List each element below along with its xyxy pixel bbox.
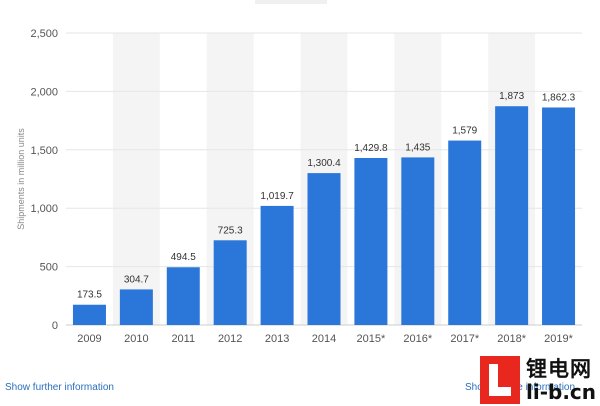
x-tick-label: 2017* [450, 333, 479, 345]
x-tick-label: 2009 [77, 333, 101, 345]
y-tick-label: 2,500 [30, 28, 58, 40]
data-label: 1,429.8 [354, 143, 388, 154]
x-tick-label: 2012 [218, 333, 242, 345]
y-tick-label: 2,000 [30, 86, 58, 98]
bar [260, 205, 294, 325]
data-label: 1,435 [405, 142, 430, 153]
bar [166, 267, 200, 325]
bar [213, 240, 247, 325]
y-axis-title: Shipments in million units [16, 128, 26, 230]
bar [401, 157, 435, 325]
data-label: 1,873 [499, 91, 524, 102]
bar [72, 304, 106, 325]
data-label: 494.5 [171, 252, 196, 263]
watermark-logo: 锂电网 li-b.cn [480, 355, 598, 405]
x-tick-label: 2015* [357, 333, 386, 345]
bar [119, 289, 153, 325]
bar [542, 107, 576, 325]
data-label: 1,300.4 [307, 158, 341, 169]
y-tick-label: 1,500 [30, 145, 58, 157]
watermark-domain: li-b.cn [526, 380, 597, 404]
bar [307, 173, 341, 325]
x-tick-label: 2011 [171, 333, 195, 345]
show-further-information-link[interactable]: Show further information [5, 382, 114, 393]
bar [448, 140, 482, 325]
bar [354, 157, 388, 325]
x-tick-label: 2014 [312, 333, 336, 345]
data-label: 1,019.7 [260, 191, 294, 202]
x-tick-label: 2016* [403, 333, 432, 345]
data-label: 1,579 [452, 126, 477, 137]
data-label: 1,862.3 [542, 92, 576, 103]
y-tick-label: 0 [52, 320, 58, 332]
y-tick-label: 1,000 [30, 203, 58, 215]
data-label: 725.3 [218, 225, 243, 236]
bar [495, 106, 529, 325]
show-source-information-link[interactable]: Show source information [465, 382, 576, 393]
top-tab-indicator [255, 0, 327, 4]
data-label: 304.7 [124, 274, 149, 285]
watermark-logo-icon [480, 356, 520, 404]
x-tick-label: 2010 [124, 333, 148, 345]
x-tick-label: 2013 [265, 333, 289, 345]
background-band [112, 33, 160, 325]
x-tick-label: 2019* [544, 333, 573, 345]
y-tick-label: 500 [40, 262, 58, 274]
bar-chart: 0 500 1,000 1,500 2,000 2,500 173.5 2009 304.7 20… [16, 28, 582, 345]
x-tick-label: 2018* [497, 333, 526, 345]
watermark-title: 锂电网 [526, 357, 592, 381]
data-label: 173.5 [77, 290, 102, 301]
